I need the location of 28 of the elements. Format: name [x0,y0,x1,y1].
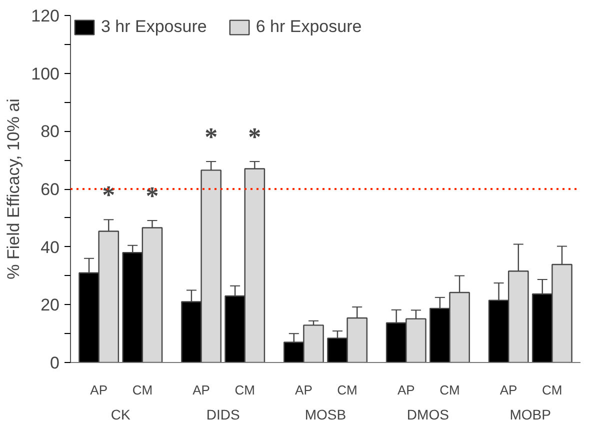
data-label: * [204,122,218,152]
text: MOSB [304,406,346,422]
data-label: * [248,122,262,152]
text: DIDS [206,406,240,422]
x-tick-label: AP [500,382,518,398]
x-tick-label: CM [132,382,153,398]
x-tick-label: CM [542,382,562,398]
y-tick-label: 40 [40,238,60,257]
x-tick-label: CM [337,382,358,398]
x-tick-label: AP [397,382,415,398]
x-tick-label: AP [192,382,210,398]
x-tick-label: CM [234,382,255,398]
x-tick-label: CM [440,382,460,398]
x-tick-label: AP [295,382,312,398]
y-tick-label: 20 [40,296,60,315]
text: DMOS [406,406,449,422]
text: CK [110,406,132,422]
x-tick-label: AP [90,382,108,398]
y-tick-label: 120 [31,6,60,26]
legend-label: 3 hr Exposure [101,17,207,37]
y-tick-label: 60 [40,180,60,199]
legend-label: 6 hr Exposure [256,17,362,37]
y-tick-label: 100 [31,64,60,84]
text: MOBP [510,406,551,422]
y-tick-label: 0 [50,354,60,372]
data-label: * [146,182,159,211]
y-axis-title: % Field Efficacy, 10% ai [4,98,24,280]
y-tick-label: 80 [40,122,60,142]
